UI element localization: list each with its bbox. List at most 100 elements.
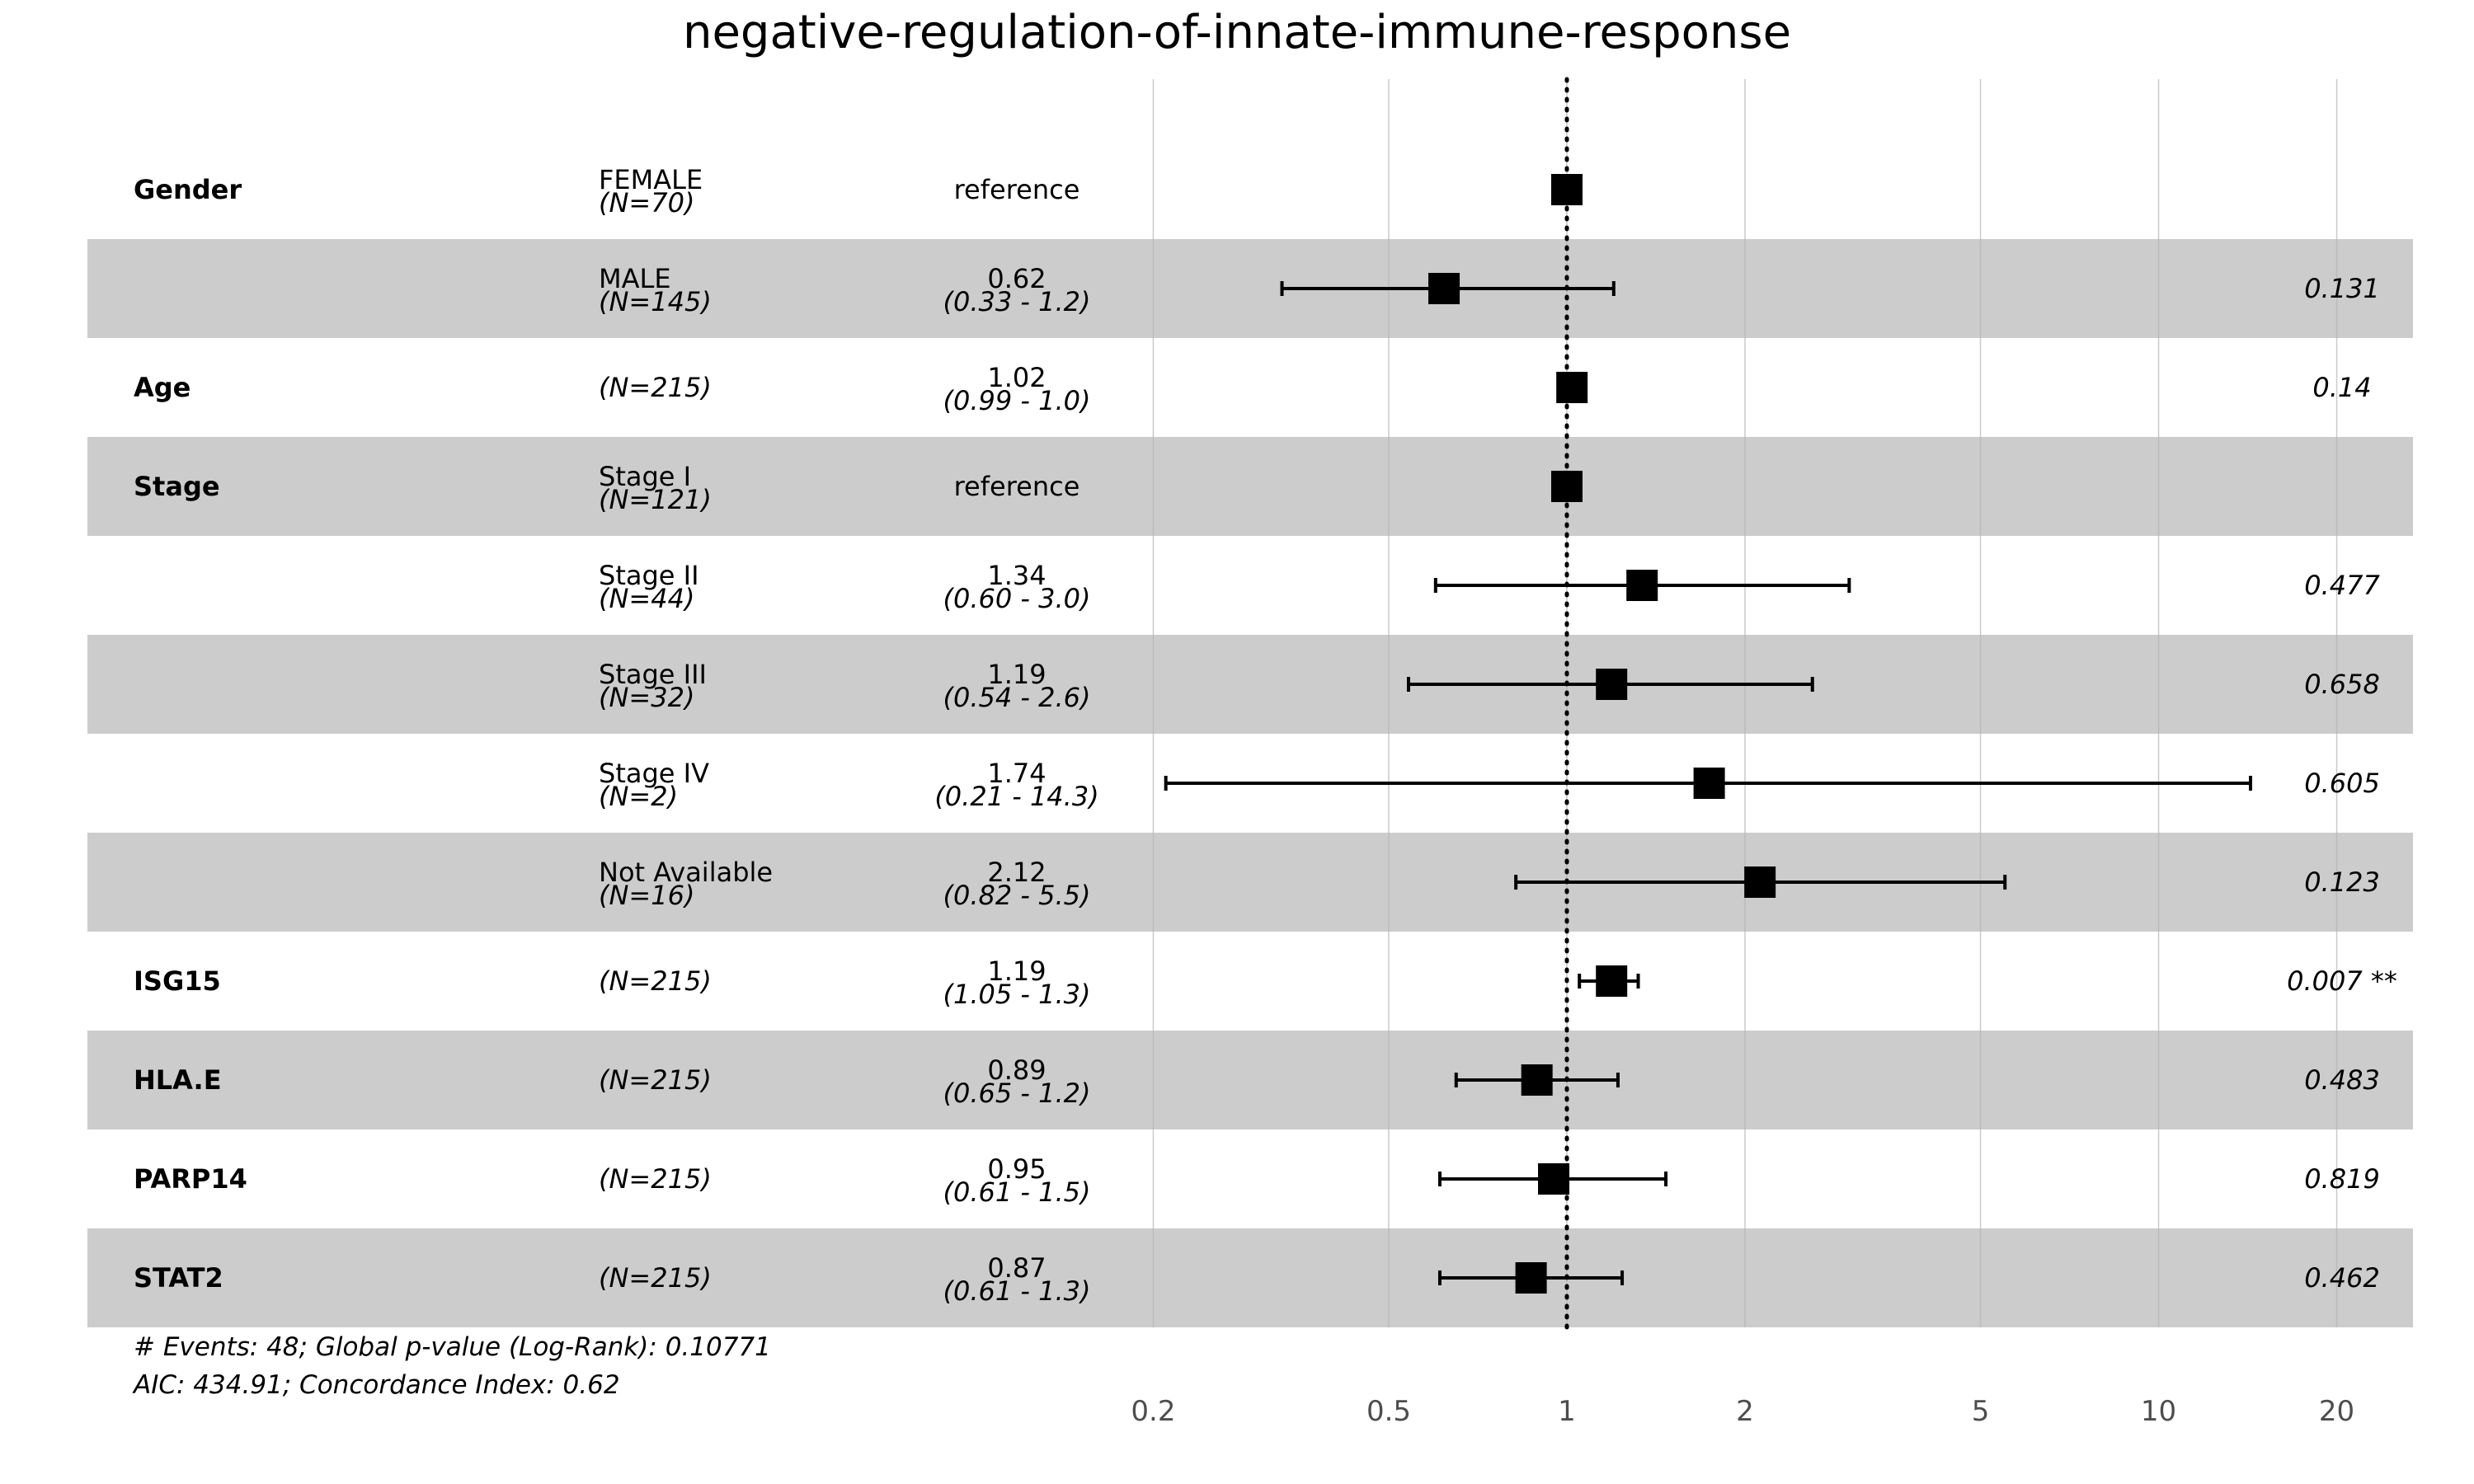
ci-label: (0.61 - 1.3) [943,1275,1091,1307]
n-label: (N=32) [599,682,694,713]
chart-title: negative-regulation-of-innate-immune-res… [683,6,1791,59]
estimate-label: 0.89 [987,1054,1046,1086]
n-label: (N=16) [599,880,694,911]
x-tick-label: 1 [1558,1395,1576,1428]
estimate-label: 2.12 [987,857,1046,888]
estimate-label: 1.74 [987,758,1046,789]
row-band [87,1228,2413,1327]
table-row: PARP14 (N=215) 0.95(0.61 - 1.5) 0.819 [134,1153,2380,1208]
level-label: FEMALE [599,164,703,195]
hazard-ratio-point [1626,570,1658,601]
level-label: Stage IV [599,758,709,789]
level-label: Stage I [599,461,691,492]
hazard-ratio-point [1693,768,1725,799]
table-row: Stage II(N=44) 1.34(0.60 - 3.0) 0.477 [599,560,2380,614]
ci-label: (0.54 - 2.6) [943,682,1091,713]
ci-label: (0.21 - 14.3) [934,781,1098,812]
row-band [87,833,2413,932]
row-band [87,239,2413,338]
variable-label: Stage [134,471,220,502]
ci-label: (0.99 - 1.0) [943,385,1091,416]
p-value-label: 0.819 [2304,1163,2380,1195]
ci-label: (1.05 - 1.3) [943,979,1091,1010]
x-tick-label: 0.2 [1131,1395,1175,1428]
n-label: (N=2) [599,781,678,812]
level-label: Stage II [599,560,699,591]
p-value-label: 0.007 ** [2287,965,2397,997]
table-row: ISG15 (N=215) 1.19(1.05 - 1.3) 0.007 ** [134,956,2397,1010]
row-band [87,437,2413,536]
n-label: (N=121) [599,484,712,515]
n-label: (N=215) [599,965,712,997]
n-label: (N=44) [599,583,694,614]
x-tick-label: 10 [2141,1395,2176,1428]
p-value-label: 0.483 [2304,1064,2380,1096]
estimate-label: 0.62 [987,263,1046,294]
estimate-label: reference [954,174,1080,205]
estimate-label: 0.95 [987,1153,1046,1185]
estimate-label: 1.19 [987,956,1046,987]
level-label: Not Available [599,857,773,888]
variable-label: PARP14 [134,1163,247,1195]
x-tick-label: 20 [2319,1395,2354,1428]
ci-label: (0.61 - 1.5) [943,1176,1091,1208]
ci-label: (0.82 - 5.5) [943,880,1091,911]
table-row: Stage Stage I(N=121) reference [134,461,1583,515]
p-value-label: 0.462 [2304,1262,2380,1294]
variable-label: Age [134,372,190,403]
hazard-ratio-point [1551,471,1583,502]
hazard-ratio-point [1596,669,1628,700]
estimate-label: 0.87 [987,1252,1046,1284]
row-bands [87,239,2413,1327]
p-value-label: 0.477 [2304,570,2380,601]
ci-label: (0.33 - 1.2) [943,286,1091,317]
x-tick-label: 5 [1972,1395,1990,1428]
level-label: Stage III [599,659,707,690]
row-band [87,635,2413,734]
p-value-label: 0.131 [2304,273,2380,304]
variable-label: Gender [134,174,242,205]
estimate-label: reference [954,471,1080,502]
p-value-label: 0.658 [2304,669,2380,700]
hazard-ratio-point [1556,372,1588,403]
x-tick-label: 0.5 [1366,1395,1411,1428]
footnote: # Events: 48; Global p-value (Log-Rank):… [134,1332,771,1362]
table-row: Gender FEMALE(N=70) reference [134,164,1583,218]
hazard-ratio-point [1596,965,1628,997]
table-row: HLA.E (N=215) 0.89(0.65 - 1.2) 0.483 [134,1054,2380,1109]
table-row: STAT2 (N=215) 0.87(0.61 - 1.3) 0.462 [134,1252,2380,1307]
table-row: Not Available(N=16) 2.12(0.82 - 5.5) 0.123 [599,857,2380,911]
footnotes: # Events: 48; Global p-value (Log-Rank):… [132,1332,771,1400]
n-label: (N=215) [599,372,712,403]
variable-label: STAT2 [134,1262,223,1294]
level-label: MALE [599,263,671,294]
hazard-ratio-point [1538,1163,1570,1195]
table-row: MALE(N=145) 0.62(0.33 - 1.2) 0.131 [599,263,2380,317]
table-rows: Gender FEMALE(N=70) reference MALE(N=145) 0.… [134,164,2397,1307]
hazard-ratio-point [1428,273,1460,304]
n-label: (N=145) [599,286,712,317]
ci-label: (0.65 - 1.2) [943,1078,1091,1109]
ci-label: (0.60 - 3.0) [943,583,1091,614]
footnote: AIC: 434.91; Concordance Index: 0.62 [132,1370,620,1400]
n-label: (N=70) [599,187,694,218]
estimate-label: 1.02 [987,362,1046,393]
estimate-label: 1.34 [987,560,1046,591]
estimate-label: 1.19 [987,659,1046,690]
p-value-label: 0.14 [2312,372,2371,403]
row-band [87,1031,2413,1129]
n-label: (N=215) [599,1064,712,1096]
hazard-ratio-point [1551,174,1583,205]
hazard-ratio-point [1521,1064,1553,1096]
p-value-label: 0.123 [2304,866,2380,898]
n-label: (N=215) [599,1163,712,1195]
table-row: Stage III(N=32) 1.19(0.54 - 2.6) 0.658 [599,659,2380,713]
variable-label: HLA.E [134,1064,222,1096]
hazard-ratio-point [1515,1262,1547,1294]
table-row: Stage IV(N=2) 1.74(0.21 - 14.3) 0.605 [599,758,2380,812]
n-label: (N=215) [599,1262,712,1294]
hazard-ratio-point [1744,866,1776,898]
variable-label: ISG15 [134,965,221,997]
p-value-label: 0.605 [2304,768,2380,799]
